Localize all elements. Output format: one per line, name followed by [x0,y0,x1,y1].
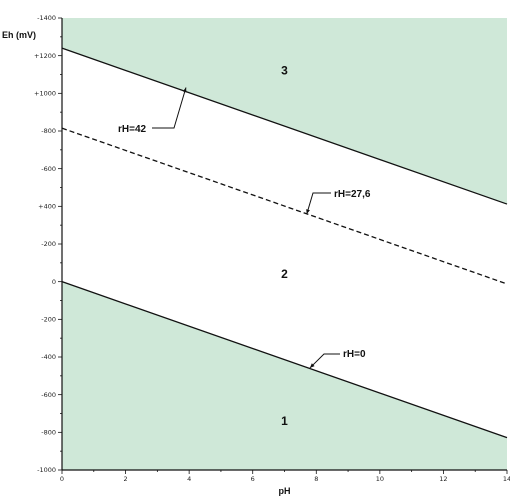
series-line-1 [61,127,508,285]
x-tick-label: 12 [439,475,447,483]
series-line-2 [61,281,508,439]
x-axis-title: pH [279,486,291,496]
annotation-leader-2 [309,353,340,369]
annotation-leader-0 [152,87,187,129]
x-tick-label: 14 [503,475,510,483]
annotation-leader-1 [306,192,331,215]
annotation-label-2: rH=0 [343,349,366,360]
y-axis-title: Eh (mV) [2,30,36,40]
y-tick-label: -800 [41,127,56,135]
annotation-arrow-2 [309,363,315,368]
region-3-fill [62,18,507,205]
axes-layer: -1000 -800 -600 -400 -200 0 -200 +400 -600 -800 +1… [34,14,510,483]
annotation-arrow-1 [306,209,310,215]
x-tick-label: 2 [124,475,128,483]
region-label-3: 3 [281,64,288,78]
y-tick-label: -600 [41,391,56,399]
lines-layer [61,47,508,439]
x-tick-label: 8 [314,475,318,483]
y-tick-label: -1000 [37,466,56,474]
region-label-2: 2 [281,267,288,281]
y-tick-label: +400 [38,203,56,211]
annotation-arrow-0 [182,87,187,93]
y-tick-label: -1400 [37,14,56,22]
y-tick-label: -800 [41,429,56,437]
region-label-1: 1 [281,414,288,428]
regions-layer [62,18,507,470]
y-tick-label: 0 [52,278,56,286]
x-tick-label: 4 [187,475,191,483]
y-tick-label: -200 [41,316,56,324]
x-tick-label: 10 [376,475,384,483]
y-tick-label: -600 [41,165,56,173]
annotation-label-0: rH=42 [118,124,147,135]
y-tick-label: -400 [41,353,56,361]
y-tick-label: +1000 [34,90,56,98]
region-1-fill [62,281,507,470]
x-tick-label: 0 [60,475,64,483]
x-tick-label: 6 [251,475,255,483]
series-line-0 [61,47,508,205]
annotation-label-1: rH=27,6 [334,189,371,200]
y-tick-label: +1200 [34,52,56,60]
y-tick-label: -200 [41,240,56,248]
labels-layer: Eh (mV) pH 3 2 1 rH=42 rH=27,6 rH=0 [2,30,371,496]
